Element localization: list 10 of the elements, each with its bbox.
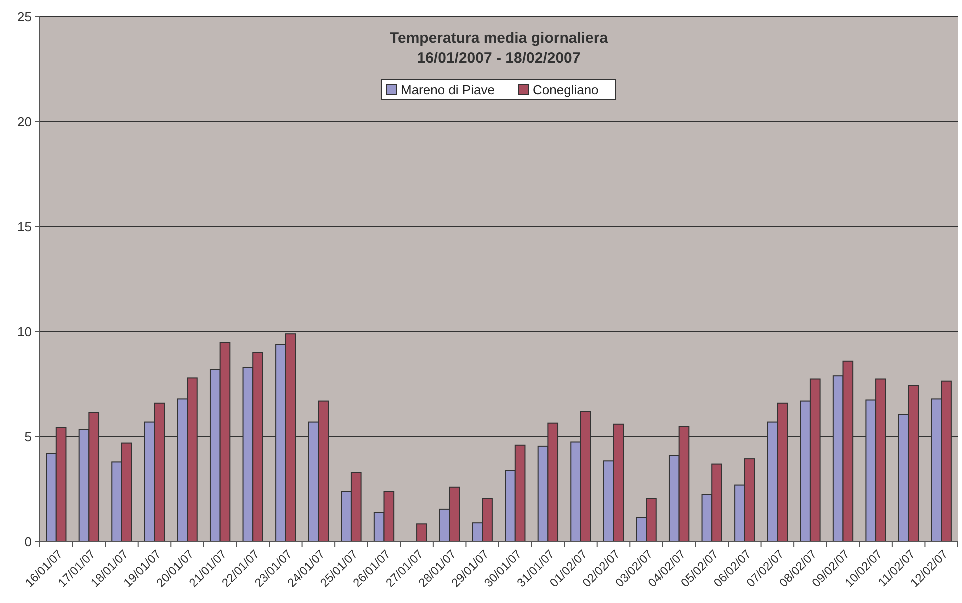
y-tick-label: 10 <box>18 324 32 340</box>
bar <box>416 524 428 542</box>
legend-label: Conegliano <box>533 82 599 98</box>
y-tick-label: 15 <box>18 220 32 235</box>
y-tick-label: 20 <box>18 114 32 130</box>
y-tick-label: 5 <box>24 430 32 445</box>
y-tick-label: 0 <box>24 534 32 550</box>
text: Temperatura media giornaliera 16/01/2007 - 18/02/2007 <box>390 30 609 67</box>
legend-label: Mareno di Piave <box>401 82 495 98</box>
y-tick-label: 25 <box>18 10 32 25</box>
